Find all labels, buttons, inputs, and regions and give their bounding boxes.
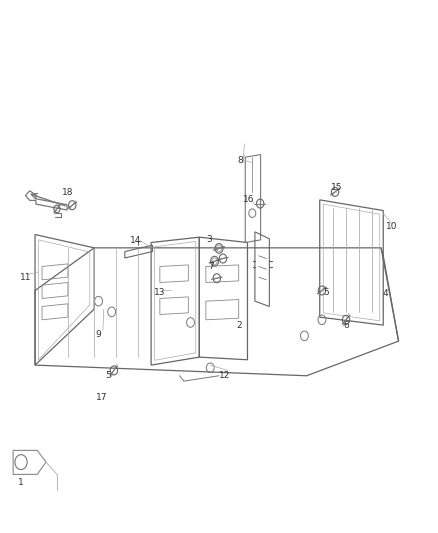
Text: 2: 2	[236, 321, 241, 329]
Text: 10: 10	[386, 222, 398, 231]
Text: 8: 8	[237, 157, 243, 165]
Text: 6: 6	[343, 321, 349, 329]
Text: 12: 12	[219, 372, 230, 380]
Text: 5: 5	[106, 372, 112, 380]
Text: 16: 16	[243, 196, 254, 204]
Text: 17: 17	[96, 393, 108, 401]
Text: 7: 7	[208, 262, 215, 271]
Text: 11: 11	[20, 273, 31, 281]
Text: 3: 3	[206, 236, 212, 244]
Text: 13: 13	[154, 288, 166, 296]
Text: 1: 1	[18, 478, 24, 487]
Text: 5: 5	[323, 288, 329, 296]
Text: 4: 4	[383, 289, 388, 297]
Text: 18: 18	[62, 189, 74, 197]
Text: 14: 14	[130, 237, 141, 245]
Text: 9: 9	[95, 330, 102, 339]
Text: 15: 15	[331, 183, 342, 192]
